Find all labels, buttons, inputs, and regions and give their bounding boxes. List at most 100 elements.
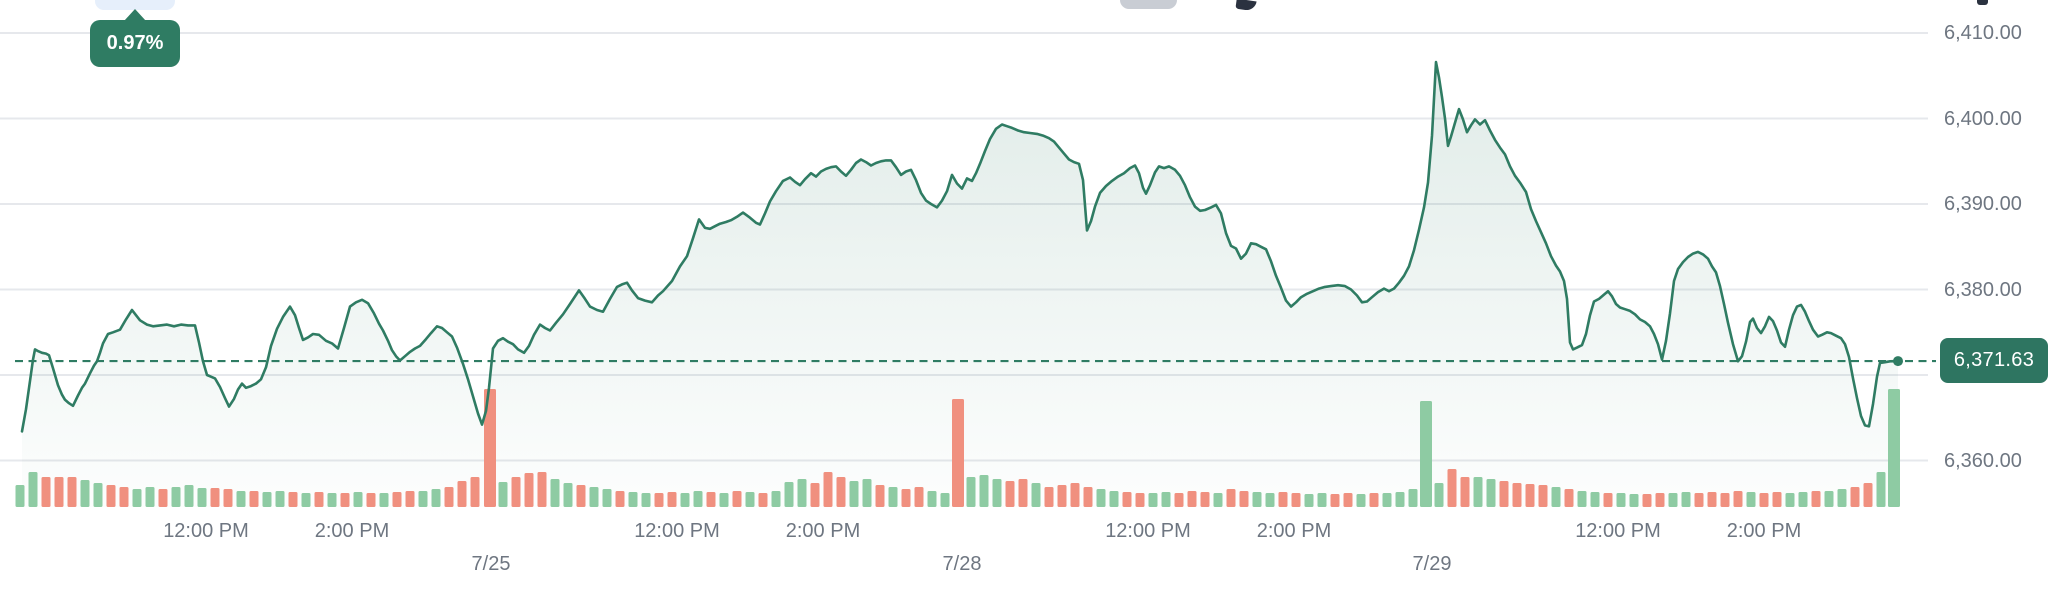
volume-bar <box>457 481 467 507</box>
volume-bar <box>106 485 116 507</box>
volume-bar <box>667 492 677 507</box>
volume-bar <box>184 485 194 507</box>
volume-bar <box>862 479 872 507</box>
volume-bar <box>470 477 480 507</box>
volume-bar <box>1018 479 1028 507</box>
volume-bar <box>914 487 924 507</box>
volume-bar <box>67 477 77 507</box>
volume-bar <box>1720 493 1730 507</box>
volume-bar <box>405 491 415 507</box>
volume-bar <box>93 483 103 507</box>
volume-bar <box>484 389 496 507</box>
x-time-label: 12:00 PM <box>1575 520 1661 542</box>
volume-bar <box>1447 469 1457 507</box>
volume-bar <box>1343 493 1353 507</box>
volume-bar <box>1590 492 1600 507</box>
volume-bar <box>1174 493 1184 507</box>
volume-bar <box>1304 494 1314 507</box>
volume-bar <box>418 491 428 507</box>
range-selector-button-fragment[interactable] <box>95 0 175 10</box>
volume-bar <box>1551 487 1561 507</box>
volume-bar <box>1239 491 1249 507</box>
volume-bar <box>1629 494 1639 507</box>
change-percent-label: 0.97% <box>106 32 164 54</box>
volume-bar <box>223 489 233 507</box>
volume-bar <box>353 492 363 507</box>
volume-bar <box>158 489 168 507</box>
volume-bar <box>1746 492 1756 507</box>
volume-bar <box>1499 481 1509 507</box>
toolbar-pill-fragment[interactable] <box>1120 0 1177 9</box>
volume-bar <box>210 488 220 507</box>
volume-bar <box>431 489 441 507</box>
volume-bar <box>1330 494 1340 507</box>
volume-bar <box>498 482 508 507</box>
volume-bar <box>1265 493 1275 507</box>
volume-bar <box>966 477 976 507</box>
volume-bar <box>1837 489 1847 507</box>
volume-bar <box>171 487 181 507</box>
volume-bar <box>511 477 521 507</box>
volume-bar <box>80 480 90 507</box>
volume-bar <box>1356 494 1366 507</box>
volume-bar <box>745 492 755 507</box>
last-price-pill: 6,371.63 <box>1940 338 2048 383</box>
volume-bar <box>1642 494 1652 507</box>
volume-bar <box>340 493 350 507</box>
volume-bar <box>1824 491 1834 507</box>
volume-bar <box>537 472 547 507</box>
volume-bar <box>1395 492 1405 507</box>
volume-bar <box>1122 492 1132 507</box>
volume-bar <box>875 485 885 507</box>
volume-bar <box>1031 483 1041 507</box>
volume-bar <box>550 479 560 507</box>
volume-bar <box>1473 477 1483 507</box>
volume-bar <box>1616 493 1626 507</box>
volume-bar <box>1291 493 1301 507</box>
volume-bar <box>54 477 64 507</box>
volume-bar <box>1525 484 1535 507</box>
y-tick-label: 6,390.00 <box>1944 193 2022 215</box>
volume-bar <box>1148 493 1158 507</box>
volume-bar <box>392 492 402 507</box>
volume-bar <box>849 481 859 507</box>
volume-bar <box>901 489 911 507</box>
volume-bar <box>1382 493 1392 507</box>
x-time-label: 12:00 PM <box>634 520 720 542</box>
volume-bar <box>41 477 51 507</box>
x-time-label: 2:00 PM <box>1256 520 1332 542</box>
volume-bar <box>1486 479 1496 507</box>
volume-bar <box>771 491 781 507</box>
volume-bar <box>823 472 833 507</box>
volume-bar <box>132 489 142 507</box>
volume-bar <box>1420 401 1432 507</box>
y-tick-label: 6,400.00 <box>1944 107 2022 130</box>
volume-bar <box>236 491 246 507</box>
y-tick-label: 6,410.00 <box>1944 22 2022 44</box>
volume-bar <box>680 493 690 507</box>
volume-bar <box>1161 492 1171 507</box>
volume-bar <box>654 493 664 507</box>
x-time-label: 2:00 PM <box>1726 520 1802 542</box>
volume-bar <box>197 488 207 507</box>
volume-bar <box>641 493 651 507</box>
volume-bar <box>797 479 807 507</box>
volume-bar <box>275 491 285 507</box>
volume-bar <box>1759 493 1769 507</box>
volume-bar <box>1096 489 1106 507</box>
last-price-dot <box>1893 356 1903 367</box>
volume-bar <box>1434 483 1444 507</box>
x-time-label: 2:00 PM <box>785 520 861 542</box>
volume-bar <box>327 493 337 507</box>
volume-bar <box>1863 483 1873 507</box>
volume-bar <box>1811 491 1821 507</box>
volume-bar <box>366 493 376 507</box>
volume-bar <box>1655 493 1665 507</box>
price-line <box>20 60 1900 433</box>
volume-bar <box>28 472 38 507</box>
volume-bar <box>810 483 820 507</box>
volume-bar <box>1200 492 1210 507</box>
volume-bar <box>992 479 1002 507</box>
